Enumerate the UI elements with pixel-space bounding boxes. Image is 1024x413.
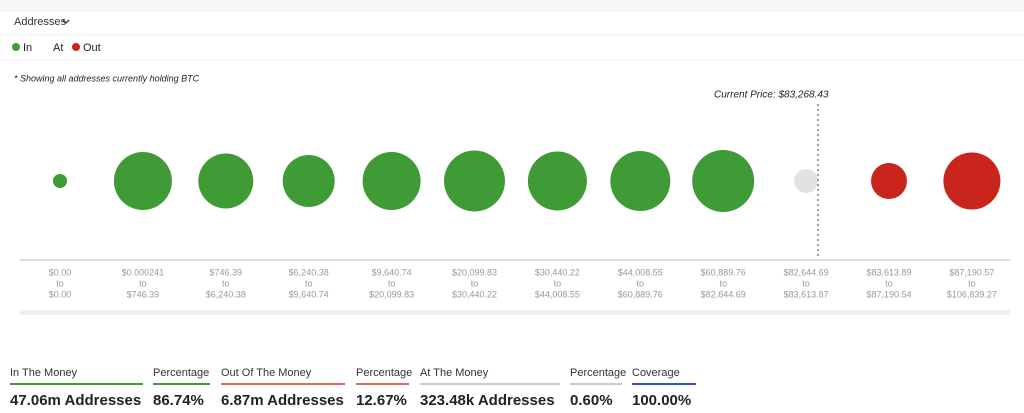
x-range-sep: to: [305, 278, 313, 288]
scrollbar[interactable]: [20, 310, 1010, 315]
x-range-from: $0.000241: [122, 267, 165, 277]
bubble: [362, 152, 421, 210]
bubble: [198, 153, 254, 209]
x-range-from: $83,613.89: [866, 267, 911, 277]
bubble: [610, 150, 671, 212]
x-range-sep: to: [471, 278, 479, 288]
legend-dot: [12, 43, 20, 51]
top-strip: [0, 0, 1024, 12]
x-range-from: $746.39: [210, 267, 243, 277]
bubble: [692, 149, 755, 213]
summary-label: At The Money: [420, 367, 489, 379]
x-range-to: $44,008.55: [535, 289, 580, 299]
x-range-from: $87,190.57: [949, 267, 994, 277]
bubble: [943, 152, 1001, 210]
x-range-sep: to: [802, 278, 810, 288]
x-range-to: $9,640.74: [289, 289, 329, 299]
x-range-to: $106,839.27: [947, 289, 997, 299]
x-range-from: $0.00: [49, 267, 72, 277]
x-range-sep: to: [56, 278, 64, 288]
summary-label: Percentage: [153, 367, 209, 379]
bubble: [871, 163, 907, 199]
legend-label: At: [53, 42, 63, 54]
bubble: [794, 169, 819, 193]
x-range-to: $0.00: [49, 289, 72, 299]
summary-value: 47.06m Addresses: [10, 392, 141, 409]
summary-value: 86.74%: [153, 392, 204, 409]
x-range-from: $82,644.69: [784, 267, 829, 277]
summary-label: Coverage: [632, 367, 680, 379]
x-range-sep: to: [139, 278, 147, 288]
summary-label: Percentage: [356, 367, 412, 379]
legend-label: In: [23, 42, 32, 54]
bubble: [282, 155, 335, 207]
bubble: [113, 152, 172, 210]
x-range-to: $87,190.54: [866, 289, 911, 299]
x-range-to: $82,644.69: [701, 289, 746, 299]
summary-value: 323.48k Addresses: [420, 392, 555, 409]
x-range-to: $20,099.83: [369, 289, 414, 299]
bubble: [527, 151, 587, 211]
x-range-sep: to: [885, 278, 893, 288]
x-range-to: $30,440.22: [452, 289, 497, 299]
note: * Showing all addresses currently holdin…: [14, 73, 200, 83]
current-price-label: Current Price: $83,268.43: [714, 90, 829, 101]
legend-label: Out: [83, 42, 101, 54]
x-range-to: $83,613.87: [784, 289, 829, 299]
dropdown-caret[interactable]: [62, 19, 70, 24]
bubble: [444, 150, 505, 212]
x-range-sep: to: [968, 278, 976, 288]
dropdown[interactable]: Addresses: [14, 16, 66, 28]
x-range-from: $30,440.22: [535, 267, 580, 277]
x-range-sep: to: [222, 278, 230, 288]
x-range-from: $60,889.76: [701, 267, 746, 277]
x-range-to: $6,240.38: [206, 289, 246, 299]
x-range-sep: to: [637, 278, 645, 288]
legend-dot: [72, 43, 80, 51]
x-range-from: $20,099.83: [452, 267, 497, 277]
summary-value: 100.00%: [632, 392, 691, 409]
bubble: [52, 173, 68, 189]
summary-label: In The Money: [10, 367, 78, 379]
x-range-from: $44,008.55: [618, 267, 663, 277]
x-range-to: $746.39: [127, 289, 160, 299]
summary-value: 12.67%: [356, 392, 407, 409]
summary-value: 6.87m Addresses: [221, 392, 344, 409]
summary-value: 0.60%: [570, 392, 613, 409]
summary-label: Percentage: [570, 367, 626, 379]
x-range-from: $9,640.74: [372, 267, 412, 277]
x-range-sep: to: [719, 278, 727, 288]
x-range-from: $6,240.38: [289, 267, 329, 277]
x-range-sep: to: [388, 278, 396, 288]
summary-label: Out Of The Money: [221, 367, 312, 379]
x-range-sep: to: [554, 278, 562, 288]
x-range-to: $60,889.76: [618, 289, 663, 299]
